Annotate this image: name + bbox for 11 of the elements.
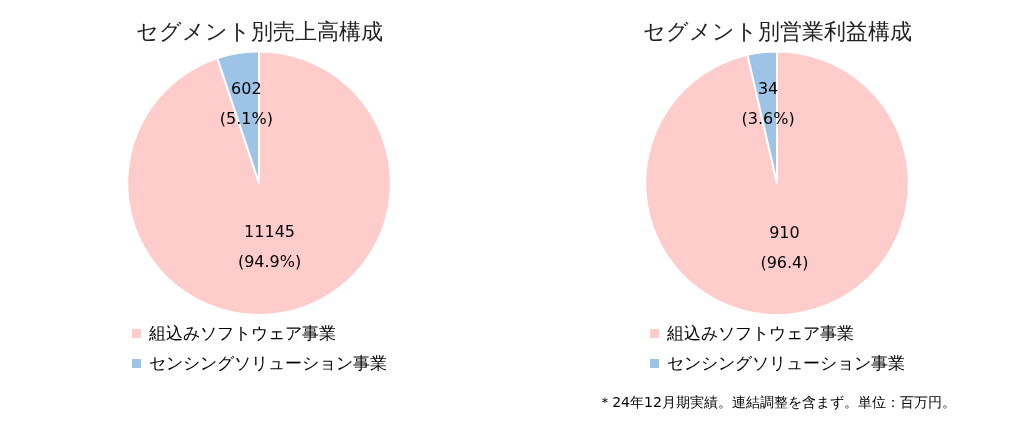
chart-title: セグメント別売上高構成 [135, 18, 383, 44]
data-label: 910 (96.4) [760, 222, 809, 272]
legend-label: センシングソリューション事業 [666, 352, 905, 375]
legend-label: 組込みソフトウェア事業 [148, 322, 336, 345]
data-label: 34 (3.6%) [741, 78, 795, 128]
data-label: 11145 (94.9%) [237, 222, 302, 272]
data-label: 602 (5.1%) [219, 79, 273, 129]
chart-title: セグメント別営業利益構成 [642, 18, 912, 44]
text: ＊24年12月期実績。連結調整を含まず。単位：百万円。 [597, 394, 957, 412]
legend-label: センシングソリューション事業 [148, 352, 387, 375]
legend-label: 組込みソフトウェア事業 [666, 322, 854, 345]
